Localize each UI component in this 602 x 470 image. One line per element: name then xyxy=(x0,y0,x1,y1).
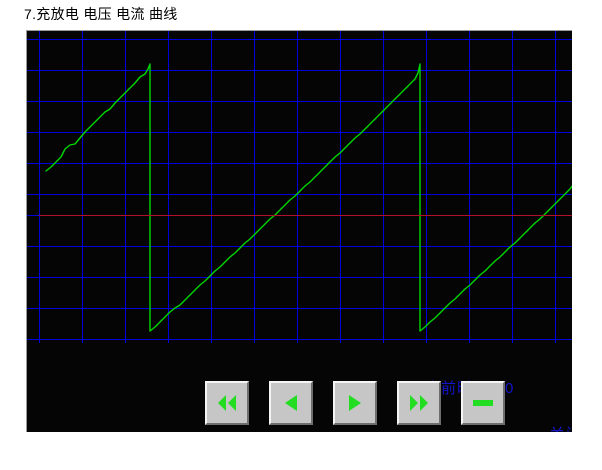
gridline-horizontal-10 xyxy=(27,339,572,340)
gridline-horizontal-7 xyxy=(27,246,572,247)
gridline-vertical-12 xyxy=(555,31,556,343)
gridline-vertical-8 xyxy=(383,31,384,343)
double-left-arrow-icon xyxy=(216,393,238,413)
waveform-series-line xyxy=(45,63,572,332)
gridline-horizontal-3 xyxy=(27,132,572,133)
plot-area xyxy=(27,31,572,432)
rewind-button[interactable] xyxy=(205,381,249,425)
gridline-vertical-7 xyxy=(340,31,341,343)
gridline-vertical-4 xyxy=(211,31,212,343)
gridline-vertical-1 xyxy=(82,31,83,343)
gridline-vertical-6 xyxy=(297,31,298,343)
gridline-vertical-0 xyxy=(39,31,40,343)
gridline-horizontal-5 xyxy=(27,194,572,195)
gridline-horizontal-0 xyxy=(27,39,572,40)
chart-panel: 当前时间一0 关闭 xyxy=(26,30,572,432)
gridline-vertical-2 xyxy=(125,31,126,343)
playback-controls xyxy=(179,381,505,429)
waveform-chart xyxy=(45,63,572,332)
double-right-arrow-icon xyxy=(408,393,430,413)
step-back-button[interactable] xyxy=(269,381,313,425)
left-arrow-icon xyxy=(282,393,300,413)
gridline-horizontal-2 xyxy=(27,101,572,102)
gridline-vertical-3 xyxy=(168,31,169,343)
gridline-horizontal-8 xyxy=(27,277,572,278)
gridline-vertical-9 xyxy=(426,31,427,343)
page-title: 7.充放电 电压 电流 曲线 xyxy=(24,6,178,22)
minus-icon xyxy=(472,398,494,408)
gridline-horizontal-9 xyxy=(27,308,572,309)
gridline-horizontal-4 xyxy=(27,163,572,164)
gridline-vertical-11 xyxy=(512,31,513,343)
stop-button[interactable] xyxy=(461,381,505,425)
gridline-vertical-10 xyxy=(469,31,470,343)
reference-line xyxy=(39,215,572,216)
right-arrow-icon xyxy=(346,393,364,413)
close-button[interactable]: 关闭 xyxy=(549,421,572,432)
fast-forward-button[interactable] xyxy=(397,381,441,425)
gridline-horizontal-1 xyxy=(27,70,572,71)
gridline-vertical-5 xyxy=(254,31,255,343)
step-forward-button[interactable] xyxy=(333,381,377,425)
